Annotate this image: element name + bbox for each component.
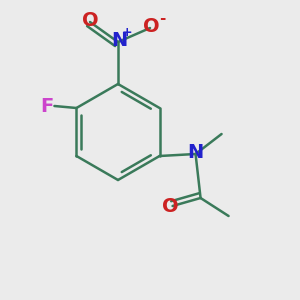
Text: -: - (159, 11, 165, 26)
Text: F: F (40, 97, 53, 116)
Text: N: N (188, 143, 204, 163)
Text: O: O (82, 11, 98, 29)
Text: N: N (111, 31, 127, 50)
Text: O: O (143, 16, 159, 35)
Text: +: + (122, 26, 132, 40)
Text: O: O (162, 196, 179, 215)
